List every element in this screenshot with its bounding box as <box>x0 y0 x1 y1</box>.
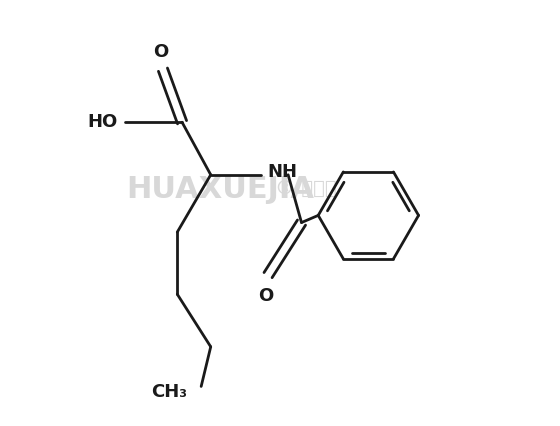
Text: NH: NH <box>267 164 297 181</box>
Text: O: O <box>153 43 168 61</box>
Text: ® 化学加: ® 化学加 <box>276 180 337 199</box>
Text: CH₃: CH₃ <box>151 383 187 401</box>
Text: HO: HO <box>87 113 118 131</box>
Text: O: O <box>258 287 273 305</box>
Text: HUAXUEJIA: HUAXUEJIA <box>126 175 314 204</box>
